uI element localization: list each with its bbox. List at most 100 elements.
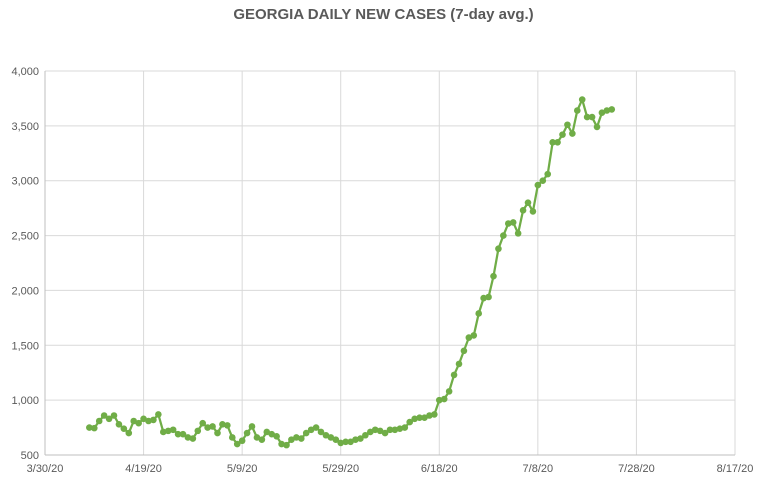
data-point bbox=[500, 232, 507, 239]
data-point bbox=[534, 181, 542, 189]
data-point bbox=[598, 109, 606, 116]
data-point bbox=[130, 417, 138, 425]
x-tick-label: 4/19/20 bbox=[125, 463, 162, 475]
data-point bbox=[322, 431, 330, 439]
data-point bbox=[529, 208, 537, 215]
data-point bbox=[431, 411, 438, 418]
data-point bbox=[179, 430, 187, 438]
y-tick-label: 3,000 bbox=[11, 176, 39, 188]
data-point bbox=[194, 427, 202, 435]
x-tick-labels: 3/30/20 4/19/20 5/9/20 5/29/20 6/18/20 7/8/20… bbox=[27, 463, 754, 475]
data-point bbox=[184, 434, 192, 441]
data-point bbox=[214, 429, 221, 437]
data-point bbox=[426, 412, 433, 419]
data-point bbox=[357, 435, 364, 442]
data-point bbox=[421, 414, 428, 421]
data-point bbox=[238, 437, 246, 445]
data-point bbox=[125, 429, 133, 437]
data-point bbox=[243, 429, 251, 437]
data-point bbox=[608, 106, 616, 113]
data-point bbox=[174, 430, 182, 438]
y-tick-label: 4,000 bbox=[11, 66, 39, 78]
data-point bbox=[115, 420, 123, 428]
data-point bbox=[253, 434, 261, 441]
data-point bbox=[470, 332, 478, 339]
data-point bbox=[278, 440, 285, 448]
data-point bbox=[189, 435, 197, 442]
data-point bbox=[495, 245, 502, 253]
data-point bbox=[337, 439, 345, 447]
data-point bbox=[258, 436, 266, 443]
data-point bbox=[588, 113, 596, 121]
data-point bbox=[204, 424, 211, 431]
data-point bbox=[317, 428, 325, 436]
series-line bbox=[89, 98, 613, 447]
data-point bbox=[573, 107, 581, 114]
gridlines bbox=[45, 70, 736, 455]
data-point bbox=[288, 436, 295, 443]
data-point bbox=[539, 177, 547, 185]
data-point bbox=[559, 131, 566, 138]
x-tick-label: 8/17/20 bbox=[717, 463, 754, 475]
data-point bbox=[480, 294, 487, 302]
data-point bbox=[164, 427, 172, 435]
data-point bbox=[554, 139, 561, 146]
data-point bbox=[90, 424, 98, 432]
data-point bbox=[583, 113, 591, 121]
data-point bbox=[401, 424, 409, 431]
y-tick-label: 1,500 bbox=[11, 340, 39, 352]
data-point bbox=[228, 434, 236, 441]
data-point bbox=[362, 431, 369, 439]
data-point bbox=[110, 412, 118, 419]
y-tick-label: 3,500 bbox=[11, 121, 39, 133]
data-point bbox=[549, 139, 556, 146]
data-point bbox=[435, 396, 443, 404]
data-point bbox=[95, 417, 103, 425]
data-point bbox=[386, 426, 394, 434]
data-point bbox=[564, 121, 571, 129]
data-point bbox=[406, 418, 414, 426]
data-point bbox=[100, 412, 108, 419]
data-point bbox=[519, 207, 527, 214]
x-tick-label: 7/28/20 bbox=[618, 463, 655, 475]
chart-title: GEORGIA DAILY NEW CASES (7-day avg.) bbox=[233, 6, 534, 23]
data-point bbox=[248, 423, 256, 430]
data-point bbox=[381, 429, 389, 437]
data-point bbox=[490, 272, 497, 280]
y-tick-labels: 4,000 3,500 3,000 2,500 2,000 1,500 1,000 500 bbox=[11, 66, 39, 462]
data-point bbox=[293, 434, 300, 441]
data-point bbox=[199, 419, 207, 427]
y-tick-label: 2,500 bbox=[11, 231, 39, 243]
data-point bbox=[509, 219, 517, 226]
data-point bbox=[544, 170, 552, 178]
data-point bbox=[475, 310, 483, 317]
data-point bbox=[209, 423, 216, 430]
data-point bbox=[514, 230, 522, 237]
data-point bbox=[416, 414, 423, 421]
data-point bbox=[332, 436, 340, 443]
data-point bbox=[268, 430, 276, 438]
data-point bbox=[297, 435, 305, 442]
data-point bbox=[145, 417, 152, 425]
data-point bbox=[135, 419, 142, 427]
data-point bbox=[603, 107, 611, 114]
data-point bbox=[233, 440, 241, 448]
data-point bbox=[224, 422, 231, 429]
data-point bbox=[504, 220, 512, 227]
data-point bbox=[169, 426, 177, 434]
data-point bbox=[105, 415, 113, 423]
x-tick-label: 6/18/20 bbox=[421, 463, 458, 475]
data-point bbox=[593, 123, 601, 131]
data-point bbox=[578, 96, 586, 103]
data-point bbox=[327, 434, 335, 441]
y-tick-label: 1,000 bbox=[11, 395, 39, 407]
data-point bbox=[263, 428, 271, 436]
x-tick-label: 3/30/20 bbox=[27, 463, 64, 475]
data-point bbox=[273, 433, 280, 440]
x-tick-label: 7/8/20 bbox=[523, 463, 554, 475]
data-point bbox=[391, 426, 399, 434]
data-point bbox=[150, 416, 157, 424]
axes bbox=[44, 71, 735, 456]
data-point bbox=[455, 360, 463, 368]
